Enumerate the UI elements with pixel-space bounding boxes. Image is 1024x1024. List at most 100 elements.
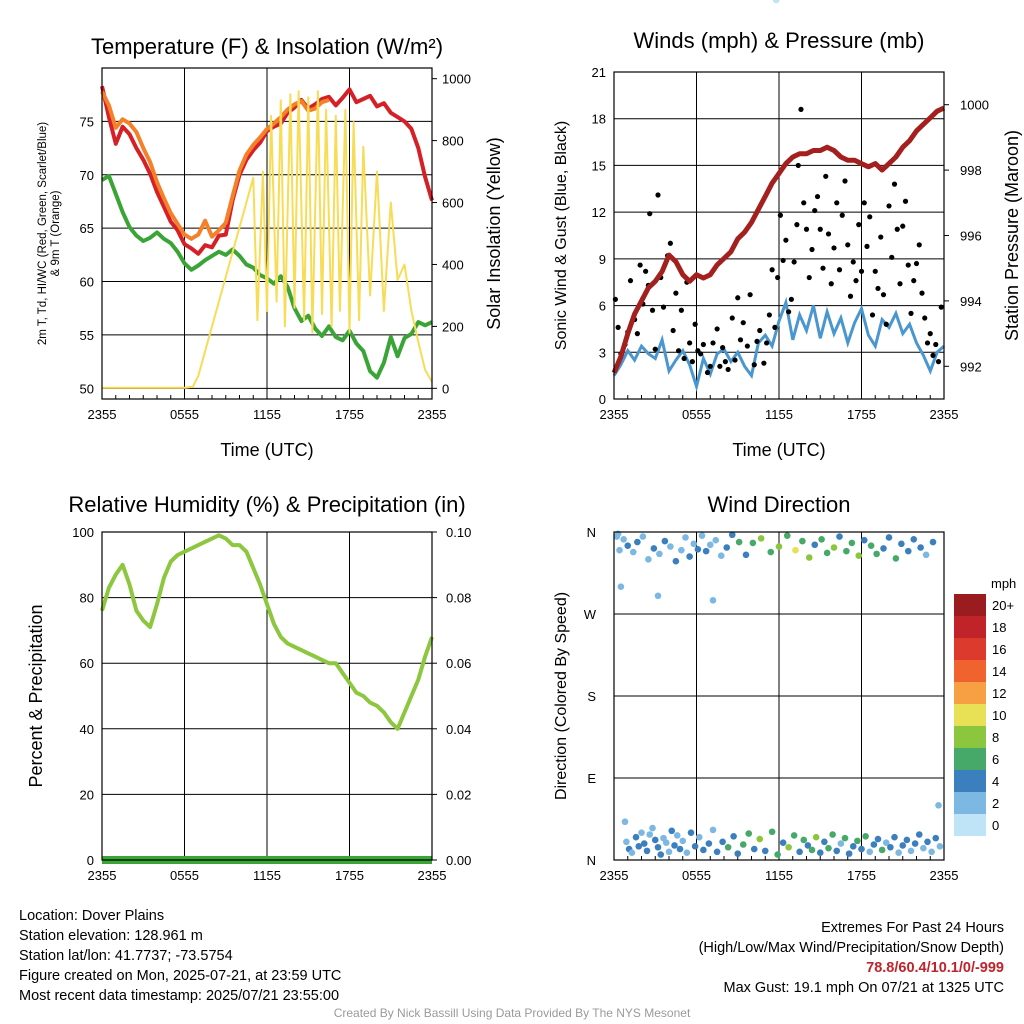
panel-title: Winds (mph) & Pressure (mb)	[634, 28, 925, 53]
direction-point	[683, 849, 691, 857]
direction-point	[712, 536, 720, 544]
gust-point	[933, 341, 939, 348]
gust-point	[757, 327, 763, 334]
direction-point	[717, 552, 725, 559]
gust-point	[794, 222, 800, 228]
direction-point	[829, 831, 836, 838]
y-tick-label: E	[587, 771, 596, 786]
gust-point	[889, 254, 895, 260]
direction-point	[821, 838, 828, 846]
plot-border	[101, 67, 433, 400]
direction-point	[643, 847, 651, 855]
direction-point	[640, 840, 648, 847]
gust-point	[725, 366, 731, 373]
y-tick-label: 21	[592, 65, 606, 80]
direction-point	[862, 833, 869, 840]
gust-point	[687, 340, 693, 346]
latest-timestamp-text: Most recent data timestamp: 2025/07/21 2…	[19, 988, 340, 1004]
colorbar-label: 8	[992, 730, 999, 745]
gust-point	[769, 267, 775, 273]
gust-point	[710, 340, 716, 346]
gust-point	[689, 359, 695, 365]
direction-point	[808, 846, 816, 854]
direction-point	[860, 536, 868, 544]
x-tick-label: 2355	[418, 407, 447, 422]
gust-point	[676, 348, 682, 354]
panel-1: Temperature (F) & Insolation (W/m²) 2355 0…	[37, 34, 504, 460]
y-tick-label: 18	[592, 112, 606, 127]
y-tick-label: 15	[592, 158, 606, 173]
direction-point	[915, 831, 923, 838]
location-text: Location: Dover Plains	[19, 908, 165, 924]
y-tick-label: 80	[80, 591, 94, 606]
y2-tick-label: 0.02	[446, 787, 471, 802]
direction-point	[849, 843, 857, 850]
colorbar-label: 10	[992, 708, 1006, 723]
gust-point	[783, 237, 789, 243]
gust-point	[853, 278, 859, 284]
gust-point	[828, 281, 834, 287]
direction-point	[657, 851, 665, 858]
direction-point	[899, 842, 907, 849]
direction-point	[836, 533, 843, 540]
direction-point	[620, 535, 627, 543]
gust-point	[825, 231, 832, 237]
direction-point	[623, 838, 630, 846]
x-tick-label: 1755	[847, 868, 876, 883]
direction-point	[804, 842, 812, 849]
panel-title: Temperature (F) & Insolation (W/m²)	[91, 34, 443, 59]
direction-point	[728, 531, 736, 539]
direction-point	[866, 848, 874, 856]
direction-point	[929, 538, 937, 546]
direction-point	[811, 541, 819, 549]
direction-point	[724, 843, 732, 851]
direction-point	[858, 845, 865, 853]
gust-point	[823, 173, 829, 179]
direction-point	[646, 831, 654, 838]
colorbar-label: 2	[992, 796, 999, 811]
y2-tick-label: 400	[442, 257, 464, 272]
direction-point	[672, 557, 680, 565]
gust-point	[905, 262, 911, 268]
gust-point	[744, 343, 750, 349]
direction-point	[661, 537, 669, 545]
x-tick-label: 1155	[765, 868, 793, 883]
direction-point	[656, 550, 663, 558]
x-tick-label: 1155	[253, 407, 281, 422]
direction-point	[679, 837, 687, 845]
direction-point	[800, 836, 808, 844]
gust-point	[900, 223, 906, 229]
direction-point	[617, 583, 625, 590]
y2-axis-label: Station Pressure (Maroon)	[1002, 130, 1022, 341]
gust-point	[886, 203, 892, 209]
direction-point	[645, 556, 652, 563]
gust-point	[902, 198, 909, 204]
y-axis-label: Percent & Precipitation	[26, 604, 46, 787]
y-tick-label: 60	[80, 656, 94, 671]
y-axis-label-line2: & 9m T (Orange)	[50, 190, 62, 276]
x-tick-label: 1755	[335, 868, 364, 883]
gust-point	[831, 245, 837, 251]
direction-point	[767, 548, 775, 556]
gust-point	[766, 312, 772, 318]
y-axis-label: Direction (Colored By Speed)	[553, 592, 570, 800]
gust-point	[864, 243, 870, 249]
direction-point	[705, 840, 713, 847]
panel-2: Winds (mph) & Pressure (mb) 2355 0555 1155 1…	[553, 28, 1022, 460]
gust-point	[897, 281, 903, 287]
direction-point	[855, 552, 863, 559]
y2-tick-label: 0.04	[446, 722, 471, 737]
series-line-sonic-wind	[612, 296, 946, 393]
x-tick-label: 2355	[418, 868, 447, 883]
colorbar-label: 20+	[992, 598, 1014, 613]
x-axis-label: Time (UTC)	[220, 440, 313, 460]
y2-tick-label: 0	[442, 381, 449, 396]
colorbar-swatch	[954, 704, 986, 726]
direction-point	[935, 802, 942, 809]
series-line-solar-insolation	[102, 90, 433, 389]
gust-point	[924, 340, 931, 346]
direction-point	[734, 850, 742, 857]
gust-point	[847, 293, 854, 299]
x-tick-label: 0555	[170, 868, 199, 883]
gust-point	[883, 321, 889, 327]
